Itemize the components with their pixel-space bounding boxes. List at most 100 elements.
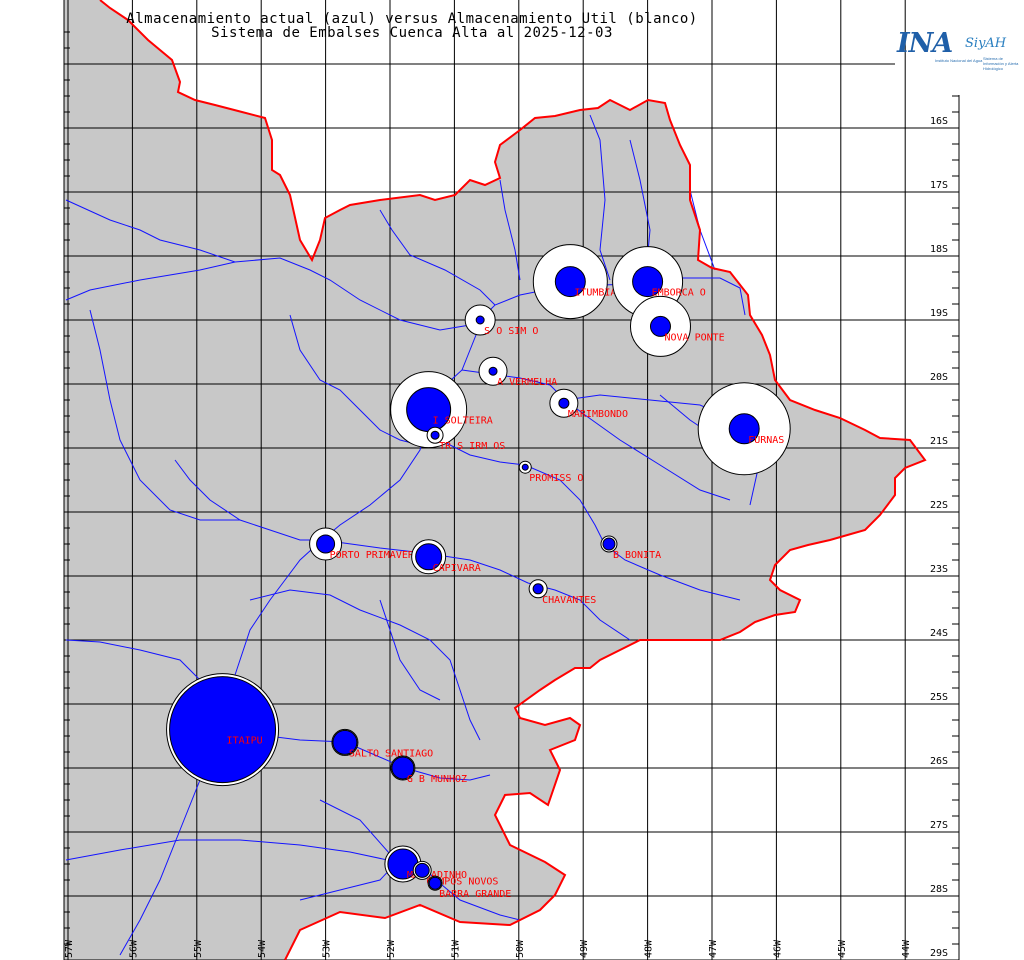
- reservoir-label: CAPIVARA: [433, 563, 481, 574]
- longitude-label: 51W: [450, 939, 461, 958]
- actual-storage-circle: [649, 315, 671, 337]
- reservoir-label: SALTO SANTIAGO: [349, 748, 433, 759]
- reservoir-label: MACHADINHO: [407, 870, 467, 881]
- longitude-label: 52W: [386, 939, 397, 958]
- latitude-labels: 16S 17S 18S 19S 20S 21S 22S 23S 24S 25S 26S 27S 28S 2…: [930, 116, 948, 959]
- longitude-label: 46W: [772, 939, 783, 958]
- latitude-label: 20S: [930, 372, 948, 383]
- reservoir-label: B BONITA: [613, 550, 661, 561]
- actual-storage-circle: [316, 534, 336, 554]
- actual-storage-circle: [430, 430, 440, 440]
- reservoir-label: G B MUNHOZ: [407, 774, 467, 785]
- latitude-label: 26S: [930, 756, 948, 767]
- reservoir-label: A VERMELHA: [497, 377, 557, 388]
- latitude-label: 16S: [930, 116, 948, 127]
- reservoir-marker[interactable]: A VERMELHA: [478, 356, 557, 388]
- reservoir-label: PORTO PRIMAVERA: [330, 550, 420, 561]
- reservoir-marker[interactable]: PROMISS O: [518, 460, 583, 484]
- latitude-label: 21S: [930, 436, 948, 447]
- latitude-label: 29S: [930, 948, 948, 959]
- reservoir-marker[interactable]: BARRA GRANDE: [427, 875, 511, 900]
- ina-logo: INA SiyAH Instituto Nacional del Agua Si…: [895, 28, 1020, 88]
- latitude-label: 25S: [930, 692, 948, 703]
- latitude-label: 19S: [930, 308, 948, 319]
- actual-storage-circle: [428, 876, 442, 890]
- reservoir-label: I SOLTEIRA: [433, 416, 493, 427]
- river-network: [65, 114, 761, 956]
- latitude-label: 18S: [930, 244, 948, 255]
- longitude-label: 56W: [128, 939, 139, 958]
- latitude-label: 22S: [930, 500, 948, 511]
- reservoir-marker[interactable]: ITUMBIARA: [532, 244, 629, 320]
- actual-storage-circle: [488, 366, 498, 376]
- land-area: [64, 0, 925, 960]
- longitude-label: 57W: [64, 939, 75, 958]
- actual-storage-circle: [521, 463, 529, 471]
- reservoir-label: FURNAS: [748, 435, 784, 446]
- reservoir-marker[interactable]: CAPIVARA: [411, 539, 481, 575]
- latitude-label: 28S: [930, 884, 948, 895]
- actual-storage-circle: [602, 537, 616, 551]
- reservoir-marker[interactable]: CAMPOS NOVOS: [412, 860, 498, 887]
- logo-system-text: Sistema de Información y Alerta Hidrológ…: [983, 56, 1019, 71]
- reservoir-label: ITUMBIARA: [574, 288, 628, 299]
- reservoir-marker[interactable]: FURNAS: [697, 382, 791, 476]
- actual-storage-circle: [415, 543, 443, 571]
- border-line: [99, 0, 927, 960]
- reservoir-label: MARIMBONDO: [568, 409, 628, 420]
- latitude-label: 17S: [930, 180, 948, 191]
- actual-storage-circle: [532, 583, 544, 595]
- reservoir-label: TR S IRM OS: [439, 441, 505, 452]
- actual-storage-circle: [728, 413, 760, 445]
- graticule: [64, 0, 959, 960]
- longitude-label: 45W: [837, 939, 848, 958]
- reservoir-label: CHAVANTES: [542, 595, 596, 606]
- reservoir-marker[interactable]: TR S IRM OS: [426, 426, 505, 452]
- map-title: Almacenamiento actual (azul) versus Alma…: [126, 11, 698, 27]
- longitude-label: 44W: [901, 939, 912, 958]
- actual-storage-circle: [554, 266, 586, 298]
- reservoir-marker[interactable]: ITAIPU: [166, 673, 280, 787]
- reservoir-label: PROMISS O: [529, 473, 583, 484]
- longitude-label: 50W: [515, 939, 526, 958]
- longitude-label: 49W: [579, 939, 590, 958]
- actual-storage-circle: [414, 862, 430, 878]
- longitude-label: 53W: [322, 939, 333, 958]
- logo-ina-text: INA: [897, 28, 953, 59]
- reservoir-marker[interactable]: MARIMBONDO: [549, 388, 628, 420]
- reservoir-marker[interactable]: I SOLTEIRA: [390, 371, 493, 449]
- map-subtitle: Sistema de Embalses Cuenca Alta al 2025-…: [211, 25, 613, 41]
- latitude-label: 23S: [930, 564, 948, 575]
- reservoir-label: EMBORCA O: [652, 288, 706, 299]
- reservoir-marker[interactable]: MACHADINHO: [384, 845, 467, 883]
- actual-storage-circle: [391, 756, 415, 780]
- longitude-label: 54W: [257, 939, 268, 958]
- reservoir-label: CAMPOS NOVOS: [426, 876, 498, 887]
- longitude-label: 55W: [193, 939, 204, 958]
- reservoir-label: BARRA GRANDE: [439, 889, 511, 900]
- reservoir-marker[interactable]: G B MUNHOZ: [390, 755, 467, 785]
- logo-siyah-text: SiyAH: [965, 36, 1007, 51]
- logo-institution-text: Instituto Nacional del Agua: [935, 58, 983, 63]
- actual-storage-circle: [632, 266, 664, 298]
- reservoir-marker[interactable]: SALTO SANTIAGO: [331, 728, 433, 759]
- reservoir-label: S O SIM O: [484, 326, 538, 337]
- actual-storage-circle: [558, 397, 570, 409]
- latitude-label: 27S: [930, 820, 948, 831]
- reservoir-label: NOVA PONTE: [664, 332, 724, 343]
- longitude-label: 47W: [708, 939, 719, 958]
- reservoir-marker[interactable]: S O SIM O: [464, 304, 538, 337]
- longitude-labels: 57W 56W 55W 54W 53W 52W 51W 50W 49W 48W 47W 46W 45W 4…: [64, 939, 912, 958]
- actual-storage-circle: [169, 676, 277, 784]
- reservoir-label: ITAIPU: [227, 736, 263, 747]
- reservoir-marker[interactable]: B BONITA: [600, 535, 661, 561]
- latitude-label: 24S: [930, 628, 948, 639]
- reservoir-marker[interactable]: PORTO PRIMAVERA: [309, 527, 420, 561]
- reservoir-layer: ITUMBIARA EMBORCA O NOVA PONTE S O SIM O A V…: [166, 244, 791, 900]
- longitude-label: 48W: [644, 939, 655, 958]
- reservoir-marker[interactable]: CHAVANTES: [528, 579, 596, 606]
- actual-storage-circle: [475, 315, 485, 325]
- actual-storage-circle: [332, 729, 358, 755]
- reservoir-marker[interactable]: NOVA PONTE: [629, 295, 725, 357]
